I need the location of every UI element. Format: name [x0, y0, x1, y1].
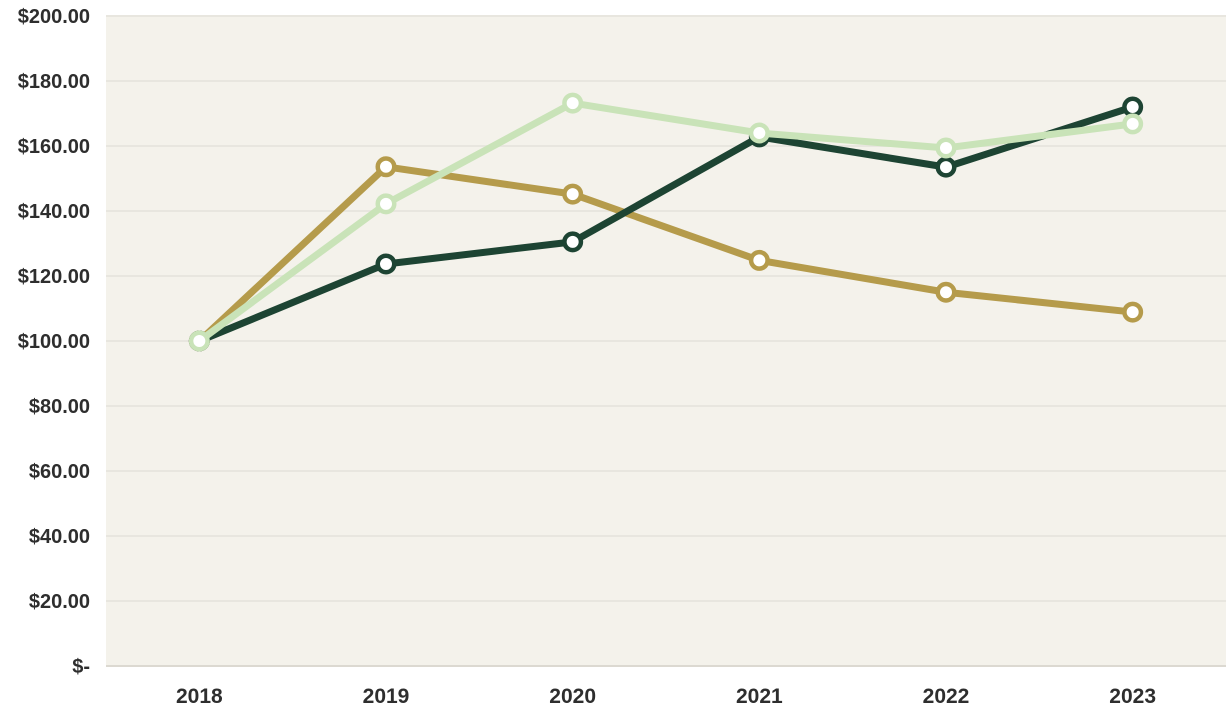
series-light-green — [188, 92, 1144, 352]
x-tick-label: 2018 — [176, 685, 223, 708]
series-light-green-marker — [562, 92, 584, 114]
y-axis-tick-labels: $200.00 $180.00 $160.00 $140.00 $120.00 $100.… — [18, 6, 90, 678]
series-gold-marker — [562, 183, 584, 205]
series-light-green-marker — [748, 122, 770, 144]
series-light-green-marker — [188, 330, 210, 352]
y-tick-label: $20.00 — [29, 591, 90, 613]
gridlines — [106, 15, 1226, 667]
series-dark-green-marker — [935, 156, 957, 178]
y-tick-label: $160.00 — [18, 136, 90, 158]
series-gold-marker — [748, 249, 770, 271]
series-gold-marker — [375, 156, 397, 178]
x-axis-tick-labels: 2018 2019 2020 2021 2022 2023 — [176, 685, 1156, 708]
x-tick-label: 2021 — [736, 685, 783, 708]
y-tick-label: $- — [72, 656, 90, 678]
y-tick-label: $100.00 — [18, 331, 90, 353]
series-dark-green-marker — [562, 231, 584, 253]
series-gold-marker — [935, 281, 957, 303]
series-dark-green-marker — [375, 253, 397, 275]
series-dark-green-line — [195, 103, 1137, 345]
y-tick-label: $140.00 — [18, 201, 90, 223]
series-light-green-marker — [1122, 113, 1144, 135]
series-dark-green-marker — [1122, 96, 1144, 118]
y-tick-label: $120.00 — [18, 266, 90, 288]
series-gold-marker — [1122, 301, 1144, 323]
series-light-green-line — [195, 99, 1137, 345]
x-tick-label: 2020 — [549, 685, 596, 708]
y-tick-label: $200.00 — [18, 6, 90, 28]
x-tick-label: 2022 — [923, 685, 970, 708]
x-tick-label: 2019 — [363, 685, 410, 708]
y-tick-label: $60.00 — [29, 461, 90, 483]
series-light-green-marker — [935, 137, 957, 159]
series-light-green-marker — [375, 193, 397, 215]
y-tick-label: $180.00 — [18, 71, 90, 93]
x-tick-label: 2023 — [1109, 685, 1156, 708]
series-gold-line — [195, 163, 1137, 345]
y-tick-label: $40.00 — [29, 526, 90, 548]
y-tick-label: $80.00 — [29, 396, 90, 418]
